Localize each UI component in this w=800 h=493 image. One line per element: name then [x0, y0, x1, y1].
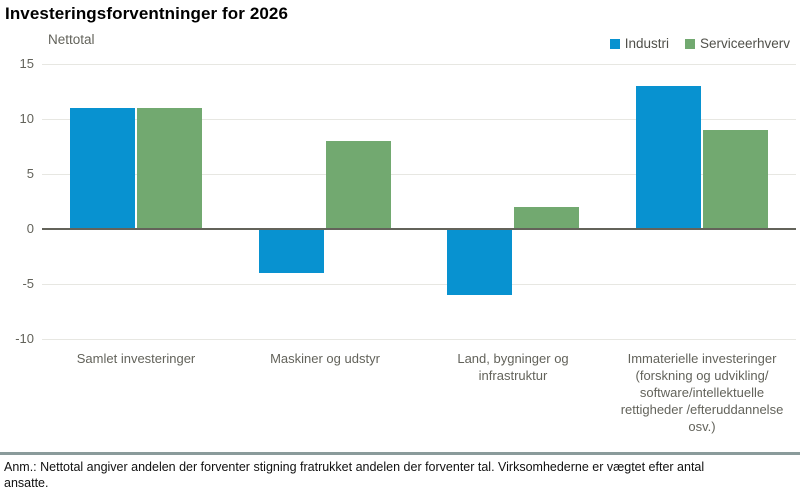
bar-serviceerhverv-0	[137, 108, 202, 229]
gridline-10	[42, 119, 796, 120]
y-tick-label--10: -10	[15, 331, 34, 346]
gridline--5	[42, 284, 796, 285]
legend-item-serviceerhverv: Serviceerhverv	[684, 36, 790, 51]
gridline-15	[42, 64, 796, 65]
zero-line	[42, 228, 796, 230]
bar-industri-1	[259, 229, 324, 273]
y-axis-unit-label: Nettotal	[48, 32, 95, 47]
legend-label-industri: Industri	[624, 36, 669, 51]
y-tick-label-10: 10	[19, 111, 34, 126]
y-tick-label-15: 15	[19, 56, 34, 71]
x-category-label-2: Land, bygninger og infrastruktur	[457, 351, 569, 383]
bar-industri-0	[70, 108, 135, 229]
gridline--10	[42, 339, 796, 340]
legend: Industri Serviceerhverv	[609, 36, 790, 51]
legend-item-industri: Industri	[609, 36, 669, 51]
chart-title: Investeringsforventninger for 2026	[5, 4, 289, 23]
gridline-5	[42, 174, 796, 175]
x-category-label-3: Immaterielle investeringer (forskning og…	[620, 351, 784, 434]
bar-industri-2	[447, 229, 512, 295]
plot-area	[42, 64, 796, 340]
legend-swatch-industri	[609, 38, 620, 49]
footnote-separator	[0, 452, 800, 455]
bar-industri-3	[636, 86, 701, 229]
x-category-label-1: Maskiner og udstyr	[270, 351, 380, 366]
y-tick-label-0: 0	[26, 221, 34, 236]
bar-serviceerhverv-3	[703, 130, 768, 229]
y-tick-label--5: -5	[22, 276, 34, 291]
bar-serviceerhverv-2	[514, 207, 579, 229]
legend-swatch-serviceerhverv	[684, 38, 695, 49]
bar-serviceerhverv-1	[326, 141, 391, 229]
footnote: Anm.: Nettotal angiver andelen der forve…	[4, 460, 705, 490]
legend-label-serviceerhverv: Serviceerhverv	[699, 36, 790, 51]
y-tick-label-5: 5	[26, 166, 34, 181]
x-category-label-0: Samlet investeringer	[76, 351, 196, 366]
